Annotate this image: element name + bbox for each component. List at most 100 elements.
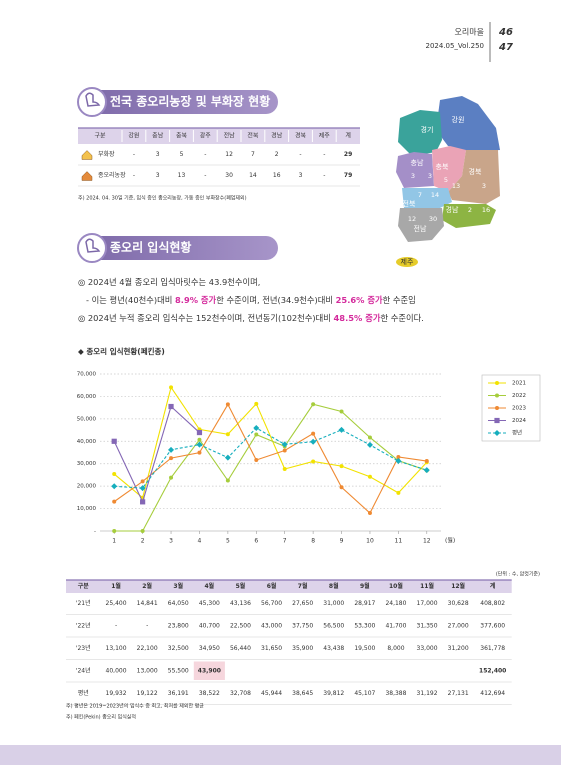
table-header-cell: 강원	[128, 132, 139, 140]
table-cell: 30	[225, 172, 233, 179]
table-cell: 27,131	[448, 690, 469, 697]
chart-title: ◆ 종오리 입식현황(페킨종)	[78, 346, 165, 356]
page-number: 46	[498, 27, 513, 38]
map-region	[442, 204, 496, 228]
marker	[495, 393, 499, 398]
x-tick-label: 1	[112, 538, 116, 545]
page-number: 47	[498, 42, 513, 53]
text-span: ◎ 2024년 누적 종오리 입식수는 152천수이며, 전년동기(102천수)…	[78, 313, 334, 323]
table-cell: 13,100	[106, 645, 127, 652]
map-region-label: 경북	[469, 167, 482, 176]
table-cell: 13,000	[137, 667, 158, 674]
table-header-cell: 계	[490, 582, 496, 590]
map-region	[436, 96, 500, 152]
table-cell: 29	[344, 151, 352, 158]
section-title: 전국 종오리농장 및 부화장 현황	[110, 94, 270, 109]
y-tick-label: 60,000	[77, 394, 97, 400]
table-header-cell: 계	[345, 132, 351, 140]
table-cell: 8,000	[387, 645, 404, 652]
marker	[140, 529, 145, 533]
marker	[367, 435, 372, 440]
table-cell: 12	[225, 151, 233, 158]
section-title: 종오리 입식현황	[110, 240, 191, 255]
marker	[339, 464, 344, 469]
table-cell: -	[115, 622, 117, 629]
table-header-cell: 5월	[236, 582, 246, 590]
table-cell: 64,050	[168, 600, 189, 607]
marker	[254, 401, 259, 406]
table-cell: 14,841	[137, 600, 158, 607]
table-cell: 56,500	[323, 622, 344, 629]
footer-band	[0, 745, 561, 765]
table-cell: 36,191	[168, 690, 189, 697]
issue: 2024.05_Vol.250	[425, 42, 484, 50]
table-cell: 16	[273, 172, 281, 179]
table-total: 408,802	[480, 600, 505, 607]
unit-note: (단위 : 수, 암컷기준)	[496, 571, 540, 578]
table-cell: 19,500	[354, 645, 375, 652]
table-cell: 45,300	[199, 600, 220, 607]
map-count: 16	[482, 206, 490, 214]
table-cell: 30,628	[448, 600, 469, 607]
table-header-cell: 11월	[420, 582, 434, 590]
table-header-bg	[66, 580, 512, 593]
marker	[396, 454, 401, 459]
table-header-cell: 4월	[204, 582, 214, 590]
table-cell: 31,650	[261, 645, 282, 652]
table-cell: 27,000	[448, 622, 469, 629]
table-cell: 43,900	[198, 667, 221, 674]
y-tick-label: 10,000	[77, 506, 97, 512]
text-span: 한 수준이며, 전년(34.9천수)대비	[216, 295, 335, 305]
map-region-label: 충남	[411, 158, 424, 167]
marker	[311, 431, 316, 436]
marker	[169, 456, 174, 461]
table-cell: 38,388	[385, 690, 406, 697]
marker	[169, 385, 174, 390]
table-header-cell: 7월	[298, 582, 308, 590]
map-count: 3	[428, 172, 432, 180]
table-header-cell: 구분	[78, 582, 90, 590]
marker	[311, 402, 316, 407]
table-cell: 38,645	[292, 690, 313, 697]
marker	[282, 448, 287, 453]
legend-label: 2021	[512, 381, 526, 387]
map-count: 14	[431, 191, 439, 199]
table-header-cell: 전북	[247, 132, 259, 140]
marker	[112, 499, 117, 504]
table-cell: 22,100	[137, 645, 158, 652]
table-cell: 19,932	[106, 690, 127, 697]
table-cell: 28,917	[354, 600, 375, 607]
marker	[225, 432, 230, 437]
marker	[495, 381, 499, 385]
marker	[254, 458, 259, 463]
marker	[494, 417, 500, 424]
marker	[140, 499, 146, 505]
x-tick-label: 9	[340, 538, 344, 545]
map-region-label: 경기	[421, 125, 434, 134]
series-line	[113, 386, 428, 499]
table-cell: 2	[275, 151, 279, 158]
marker	[253, 424, 260, 431]
table-header-cell: 3월	[173, 582, 183, 590]
table-cell: 27,650	[292, 600, 313, 607]
table-header-cell: 경북	[295, 133, 307, 140]
table-header-cell: 1월	[111, 582, 121, 590]
table-note: 주) 2024. 04. 30일 기준, 입식 중인 종오리농장, 가동 중인 …	[78, 195, 247, 202]
magazine-name: 오리마을	[455, 28, 484, 37]
text-span: - 이는 평년(40천수)대비	[86, 295, 175, 305]
table-cell: -	[146, 622, 148, 629]
marker	[366, 441, 373, 448]
marker	[139, 485, 146, 492]
map-region-label: 제주	[401, 258, 414, 266]
text-span: ◎ 2024년 4월 종오리 입식마릿수는 43.9천수이며,	[78, 277, 260, 287]
marker	[395, 458, 402, 465]
section-icon	[77, 233, 107, 263]
x-tick-label: 4	[198, 538, 202, 545]
table-cell: 55,500	[168, 667, 189, 674]
emphasis-text: 8.9% 증가	[175, 295, 217, 305]
table-header-cell: 2월	[142, 582, 152, 590]
legend-label: 2022	[512, 393, 526, 399]
table-cell: 45,107	[354, 690, 375, 697]
map-count: 5	[444, 176, 448, 184]
table-cell: 38,522	[199, 690, 220, 697]
